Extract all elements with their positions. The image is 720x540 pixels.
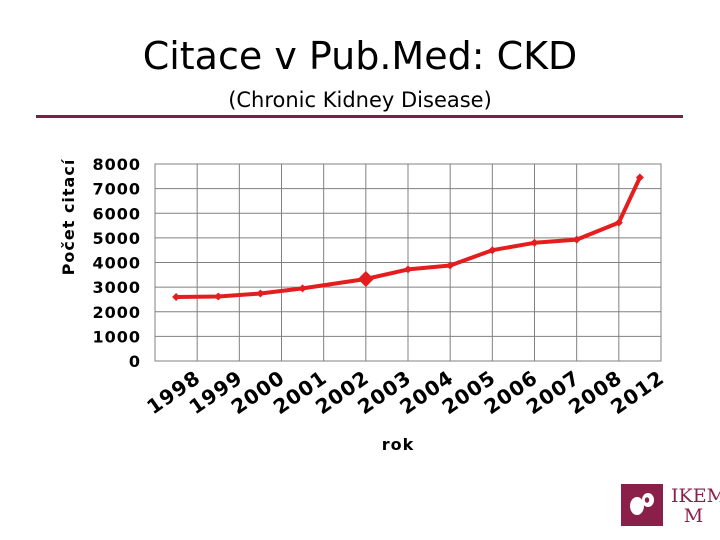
x-axis-label: rok xyxy=(382,435,415,454)
data-point-marker xyxy=(614,218,623,227)
series-line xyxy=(176,176,642,299)
y-tick-label: 4000 xyxy=(92,254,141,273)
data-point-marker xyxy=(357,270,374,287)
logo-text-bottom: M xyxy=(683,505,704,527)
title-divider xyxy=(36,115,683,118)
data-point-marker xyxy=(635,173,644,182)
y-axis-label: Počet citací xyxy=(59,158,78,275)
data-point-marker xyxy=(404,265,412,274)
data-point-marker xyxy=(572,235,581,244)
ikem-logo: IKEM M xyxy=(621,484,720,528)
data-point-marker xyxy=(446,261,455,270)
plot-area xyxy=(154,163,662,362)
data-point-marker xyxy=(298,284,307,293)
y-tick-label: 2000 xyxy=(92,303,141,322)
data-point-marker xyxy=(214,292,223,301)
kidney-icon xyxy=(621,484,663,526)
y-tick-labels: 0 1000 2000 3000 4000 5000 6000 7000 8000 xyxy=(92,155,141,371)
logo-wordmark: IKEM M xyxy=(671,485,720,527)
data-point-marker xyxy=(256,289,265,298)
y-tick-label: 1000 xyxy=(92,327,141,346)
y-tick-label: 5000 xyxy=(92,229,141,248)
chart-gridlines xyxy=(155,163,661,362)
y-tick-label: 8000 xyxy=(92,155,141,174)
logo-text-top: IKEM xyxy=(671,485,720,507)
y-tick-label: 0 xyxy=(129,352,141,371)
x-tick-labels: 1998199920002001200220032004200520062007… xyxy=(142,365,668,419)
series-markers xyxy=(172,173,644,301)
slide-title: Citace v Pub.Med: CKD xyxy=(142,34,578,78)
data-point-marker xyxy=(488,246,497,255)
data-point-marker xyxy=(530,238,539,247)
slide-subtitle: (Chronic Kidney Disease) xyxy=(228,88,492,112)
y-tick-label: 7000 xyxy=(92,180,141,199)
y-tick-label: 3000 xyxy=(92,278,141,297)
data-point-marker xyxy=(172,292,181,301)
y-tick-label: 6000 xyxy=(92,204,141,223)
